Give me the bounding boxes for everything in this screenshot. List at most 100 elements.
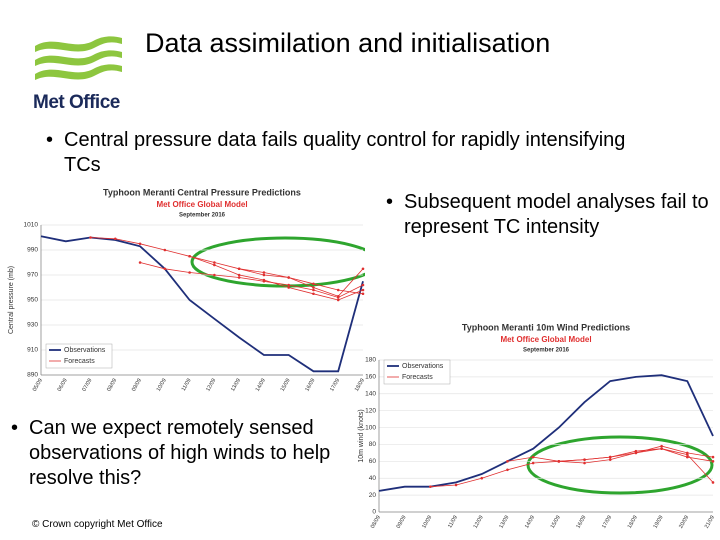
x-tick-label: 17/09 [329, 378, 341, 393]
data-point [237, 273, 241, 277]
x-tick-label: 15/09 [280, 378, 292, 393]
data-point [583, 461, 586, 465]
data-point [361, 292, 365, 296]
legend-label: Observations [64, 347, 106, 354]
data-point [531, 461, 535, 465]
data-point [163, 248, 167, 252]
x-tick-label: 13/09 [498, 515, 510, 530]
data-point [89, 236, 92, 239]
y-tick-label: 120 [365, 407, 376, 414]
footer: © Crown copyright Met Office [32, 519, 163, 530]
data-point [188, 271, 191, 274]
y-tick-label: 140 [365, 390, 376, 397]
x-tick-label: 16/09 [304, 378, 316, 393]
highlight-ellipse [526, 435, 714, 495]
bullet: Central pressure data fails quality cont… [40, 128, 654, 178]
x-tick-label: 12/09 [205, 378, 217, 393]
y-tick-label: 930 [27, 322, 38, 329]
x-tick-label: 14/09 [524, 515, 536, 530]
data-point [557, 460, 561, 463]
data-point [138, 261, 142, 264]
series-line [189, 255, 364, 301]
data-point [312, 286, 315, 289]
x-tick-label: 12/09 [473, 515, 485, 530]
x-tick-label: 17/09 [601, 515, 613, 530]
y-tick-label: 160 [365, 374, 376, 381]
chart-subtitle: Met Office Global Model [500, 335, 591, 344]
data-point [686, 455, 689, 459]
x-tick-label: 18/09 [354, 378, 365, 393]
x-tick-label: 08/09 [370, 515, 382, 530]
data-point [361, 267, 365, 271]
x-tick-label: 10/09 [421, 515, 433, 530]
data-point [213, 261, 216, 264]
y-tick-label: 40 [369, 475, 377, 482]
data-point [312, 292, 315, 296]
data-point [711, 481, 715, 484]
series-line [140, 262, 364, 298]
y-tick-label: 970 [27, 272, 38, 279]
data-point [634, 449, 638, 453]
x-tick-label: 06/09 [57, 378, 69, 393]
data-point [287, 276, 290, 279]
data-point [188, 254, 191, 258]
data-point [506, 468, 509, 472]
y-tick-label: 910 [27, 347, 38, 354]
data-point [138, 242, 142, 246]
legend-box [45, 343, 113, 369]
logo-text: Met Office [33, 92, 120, 113]
data-point [163, 267, 167, 271]
data-point [262, 278, 266, 282]
data-point [361, 288, 365, 292]
data-point [361, 283, 365, 287]
x-tick-label: 08/09 [106, 378, 118, 393]
data-point [237, 276, 241, 279]
series-line [239, 268, 364, 297]
y-axis-label: Central pressure (mb) [8, 266, 15, 334]
series-line [430, 448, 714, 488]
data-point [608, 455, 612, 459]
series-line [378, 374, 714, 492]
x-tick-label: 14/09 [255, 378, 267, 393]
highlight-ellipse [190, 236, 365, 288]
data-point [711, 460, 715, 463]
wind-chart: Typhoon Meranti 10m Wind Predictions Met … [358, 322, 716, 530]
x-tick-label: 21/09 [704, 515, 716, 530]
chart-date: September 2016 [523, 348, 570, 354]
series-line [90, 237, 364, 295]
y-tick-label: 20 [369, 492, 377, 499]
data-point [213, 263, 216, 267]
legend-label: Forecasts [402, 374, 433, 381]
y-tick-label: 100 [365, 424, 376, 431]
chart-title: Typhoon Meranti 10m Wind Predictions [462, 322, 630, 332]
data-point [336, 294, 340, 298]
x-tick-label: 05/09 [32, 378, 44, 393]
y-tick-label: 180 [365, 357, 376, 364]
x-tick-label: 11/09 [181, 378, 193, 393]
y-tick-label: 890 [27, 372, 38, 379]
y-tick-label: 950 [27, 297, 38, 304]
x-tick-label: 19/09 [653, 515, 665, 530]
y-tick-label: 990 [27, 247, 38, 254]
data-point [336, 298, 340, 302]
legend-label: Forecasts [64, 358, 95, 365]
chart-subtitle: Met Office Global Model [156, 200, 247, 209]
data-point [312, 288, 315, 292]
data-point [114, 237, 117, 241]
x-tick-label: 07/09 [81, 378, 93, 393]
y-tick-label: 1010 [24, 222, 39, 229]
data-point [608, 458, 612, 461]
x-tick-label: 09/09 [396, 515, 408, 530]
x-tick-label: 13/09 [230, 378, 242, 393]
data-point [660, 444, 663, 448]
x-tick-label: 20/09 [678, 515, 690, 530]
legend-box [383, 359, 451, 385]
data-point [660, 447, 663, 450]
bullet: Can we expect remotely sensed observatio… [5, 416, 364, 491]
data-point [312, 282, 315, 286]
data-point [480, 476, 484, 480]
x-tick-label: 09/09 [131, 378, 143, 393]
logo-mark [35, 36, 122, 80]
data-point [583, 458, 586, 461]
